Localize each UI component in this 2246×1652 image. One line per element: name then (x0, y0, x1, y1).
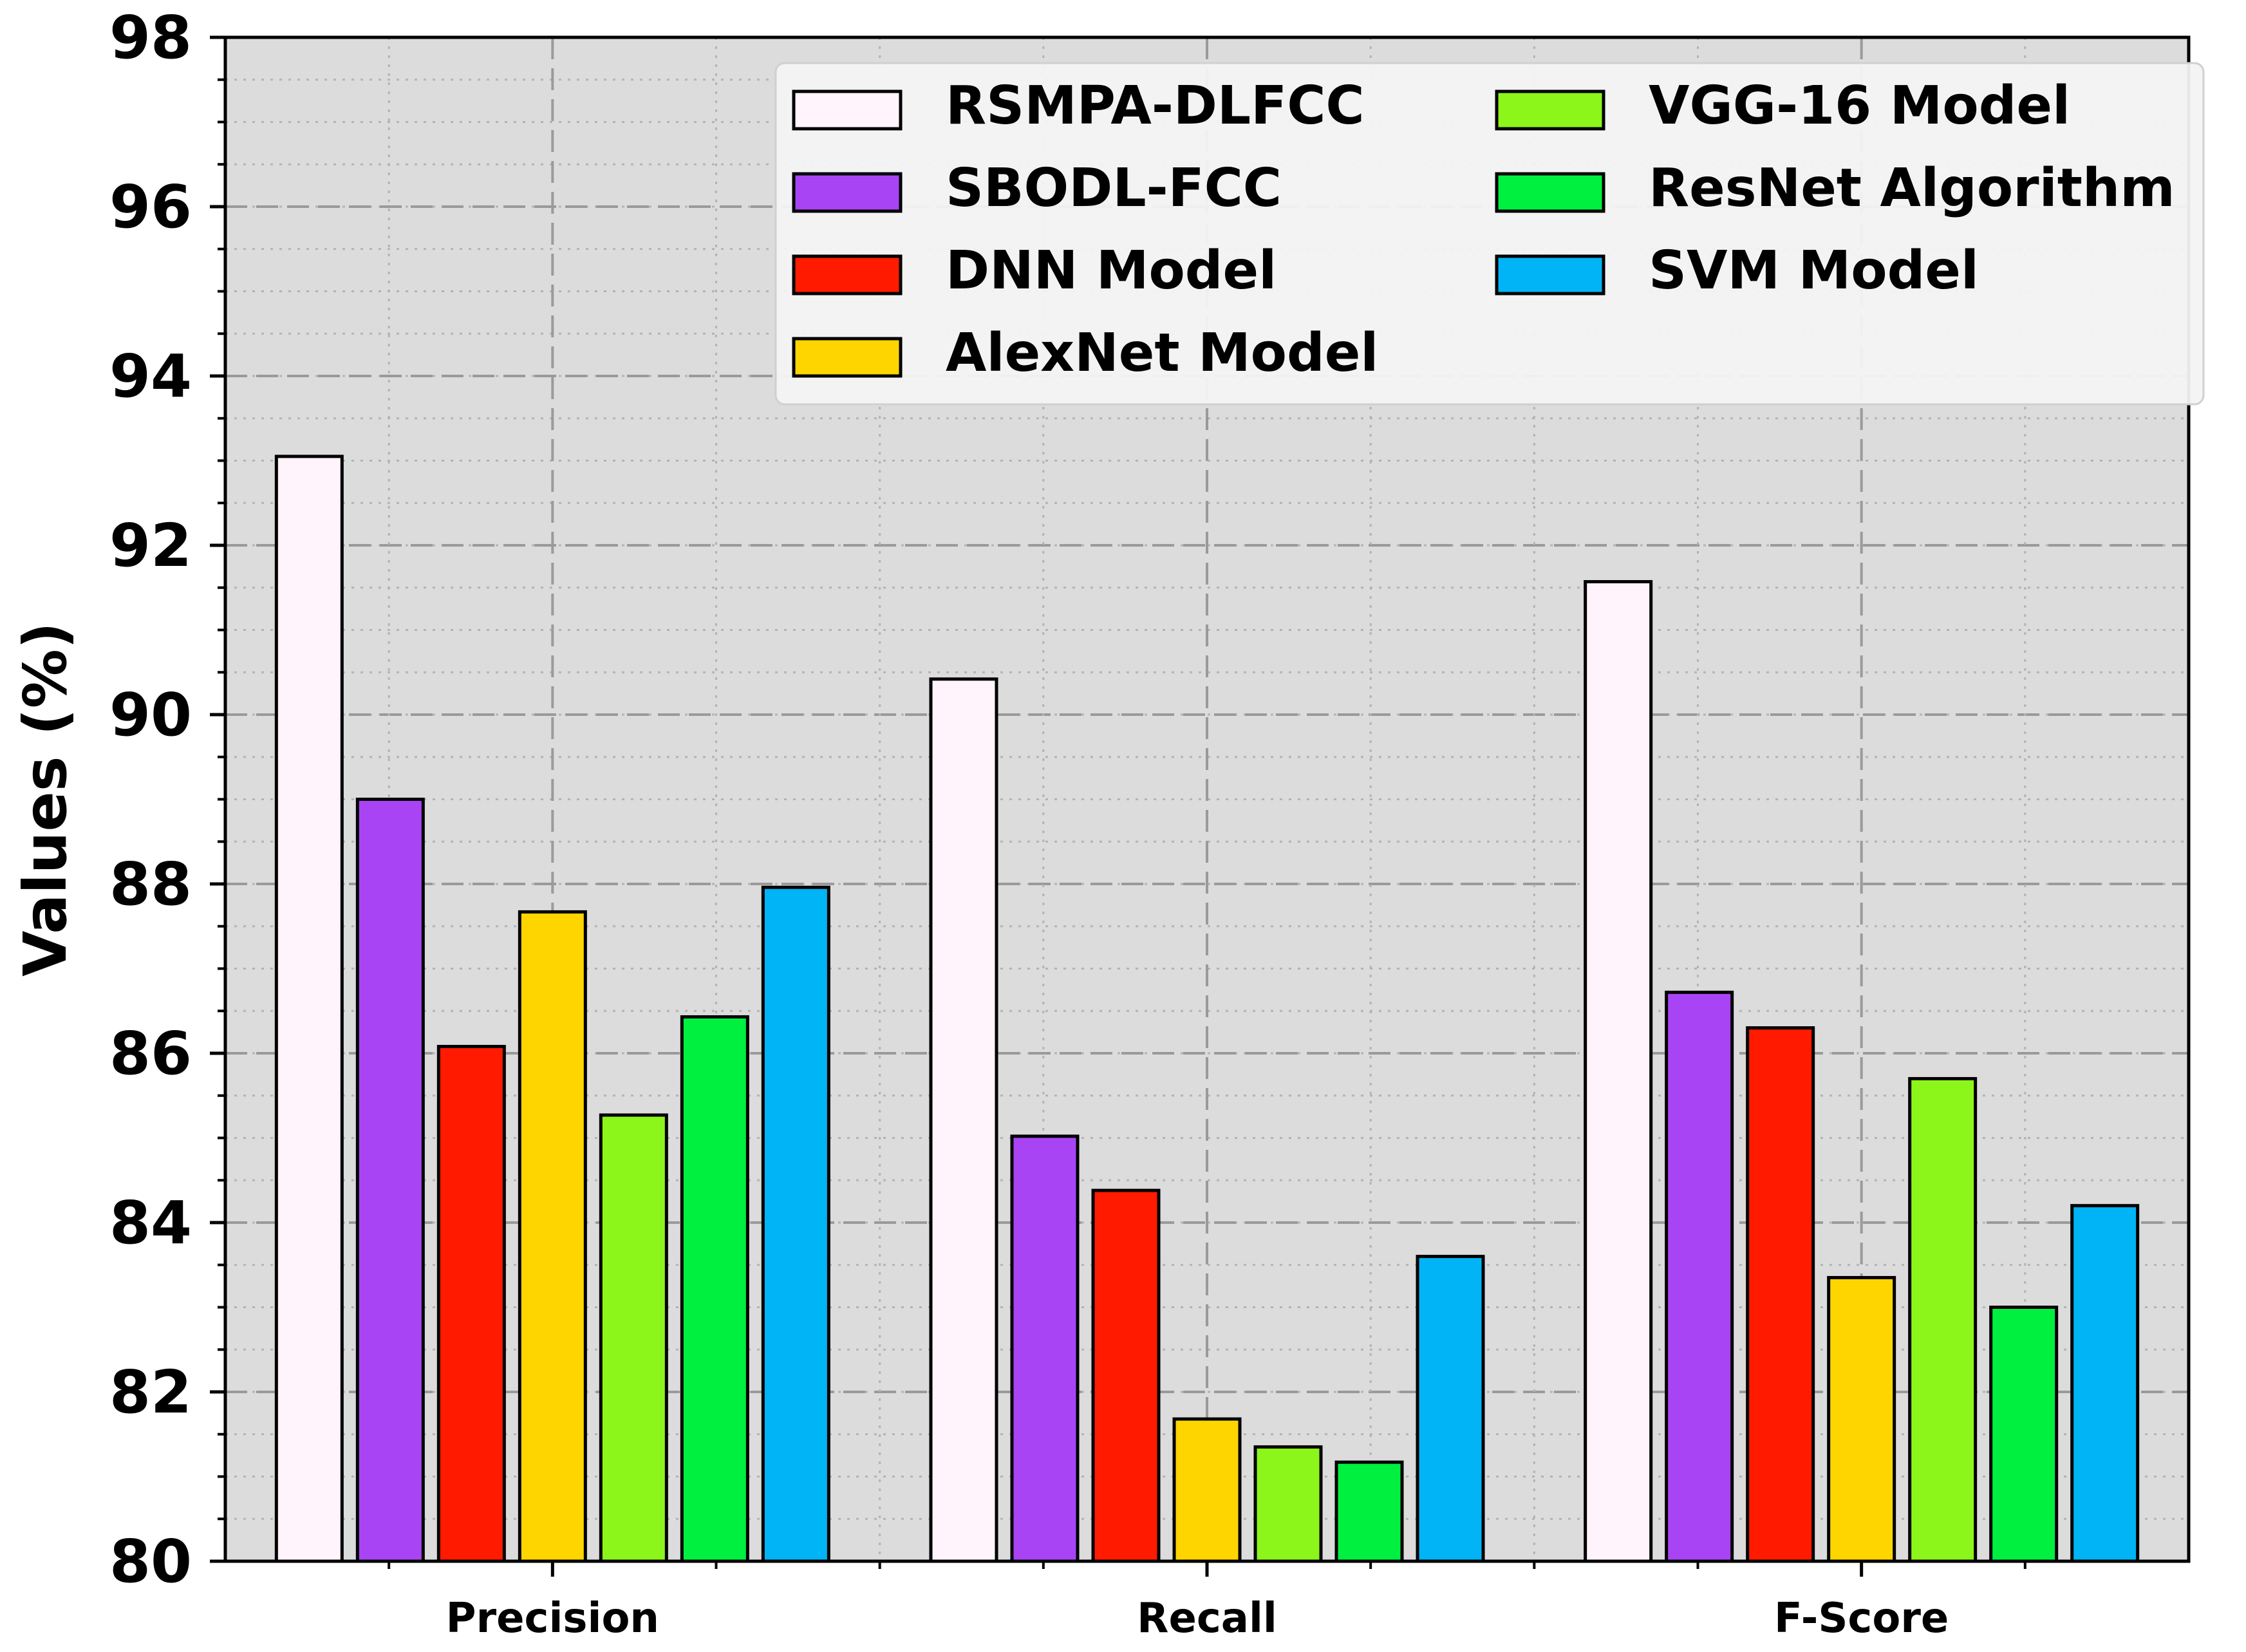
y-tick-label: 96 (109, 173, 192, 241)
y-tick-label: 80 (109, 1527, 192, 1596)
legend-label: VGG-16 Model (1649, 75, 2070, 136)
y-tick-label: 88 (109, 850, 192, 919)
bar (680, 1015, 749, 1563)
bars (274, 455, 2140, 1563)
axis-ticks: 80 82 84 86 88 90 92 94 96 98 Precision Recall F-Sco… (109, 3, 2026, 1642)
bar (1091, 1188, 1161, 1563)
y-tick-label: 92 (109, 511, 192, 580)
legend: RSMPA-DLFCC SBODL-FCC DNN Model AlexNet Mod… (774, 62, 2205, 406)
legend-frame (774, 62, 2205, 406)
bar (518, 910, 587, 1563)
legend-swatch (792, 172, 903, 213)
legend-label: SBODL-FCC (946, 158, 1282, 219)
bar (2070, 1204, 2140, 1563)
x-tick-label: F-Score (1774, 1595, 1949, 1642)
legend-label: ResNet Algorithm (1649, 158, 2175, 219)
bar (1665, 990, 1734, 1563)
bar (1989, 1306, 2059, 1563)
y-tick-label: 82 (109, 1358, 192, 1427)
legend-swatch (1495, 172, 1605, 213)
bar (1010, 1134, 1080, 1563)
legend-swatch (792, 337, 903, 378)
x-tick-label: Recall (1137, 1595, 1277, 1642)
bar (274, 455, 344, 1563)
bar (761, 885, 830, 1563)
bar (1172, 1417, 1242, 1563)
legend-swatch (1495, 89, 1605, 131)
legend-label: AlexNet Model (946, 323, 1378, 384)
bar (1827, 1275, 1896, 1563)
y-tick-label: 90 (109, 681, 192, 749)
y-axis-label: Values (%) (11, 622, 80, 977)
y-tick-label: 94 (109, 342, 192, 411)
legend-swatch (792, 254, 903, 296)
bar (1746, 1026, 1815, 1563)
bar (1416, 1255, 1485, 1563)
legend-label: DNN Model (946, 240, 1277, 301)
y-tick-label: 86 (109, 1019, 192, 1088)
x-tick-label: Precision (446, 1595, 659, 1642)
bar (1908, 1076, 1978, 1563)
legend-label: RSMPA-DLFCC (946, 75, 1365, 136)
bar (929, 677, 998, 1563)
legend-swatch (792, 89, 903, 131)
legend-label: SVM Model (1649, 240, 1979, 301)
bar (599, 1113, 668, 1563)
bar (1334, 1460, 1404, 1563)
bar (1253, 1445, 1323, 1563)
bar (1584, 580, 1653, 1563)
bar (355, 798, 425, 1563)
y-tick-label: 98 (109, 3, 192, 72)
legend-swatch (1495, 254, 1605, 296)
bar (436, 1044, 506, 1563)
y-tick-label: 84 (109, 1188, 192, 1257)
